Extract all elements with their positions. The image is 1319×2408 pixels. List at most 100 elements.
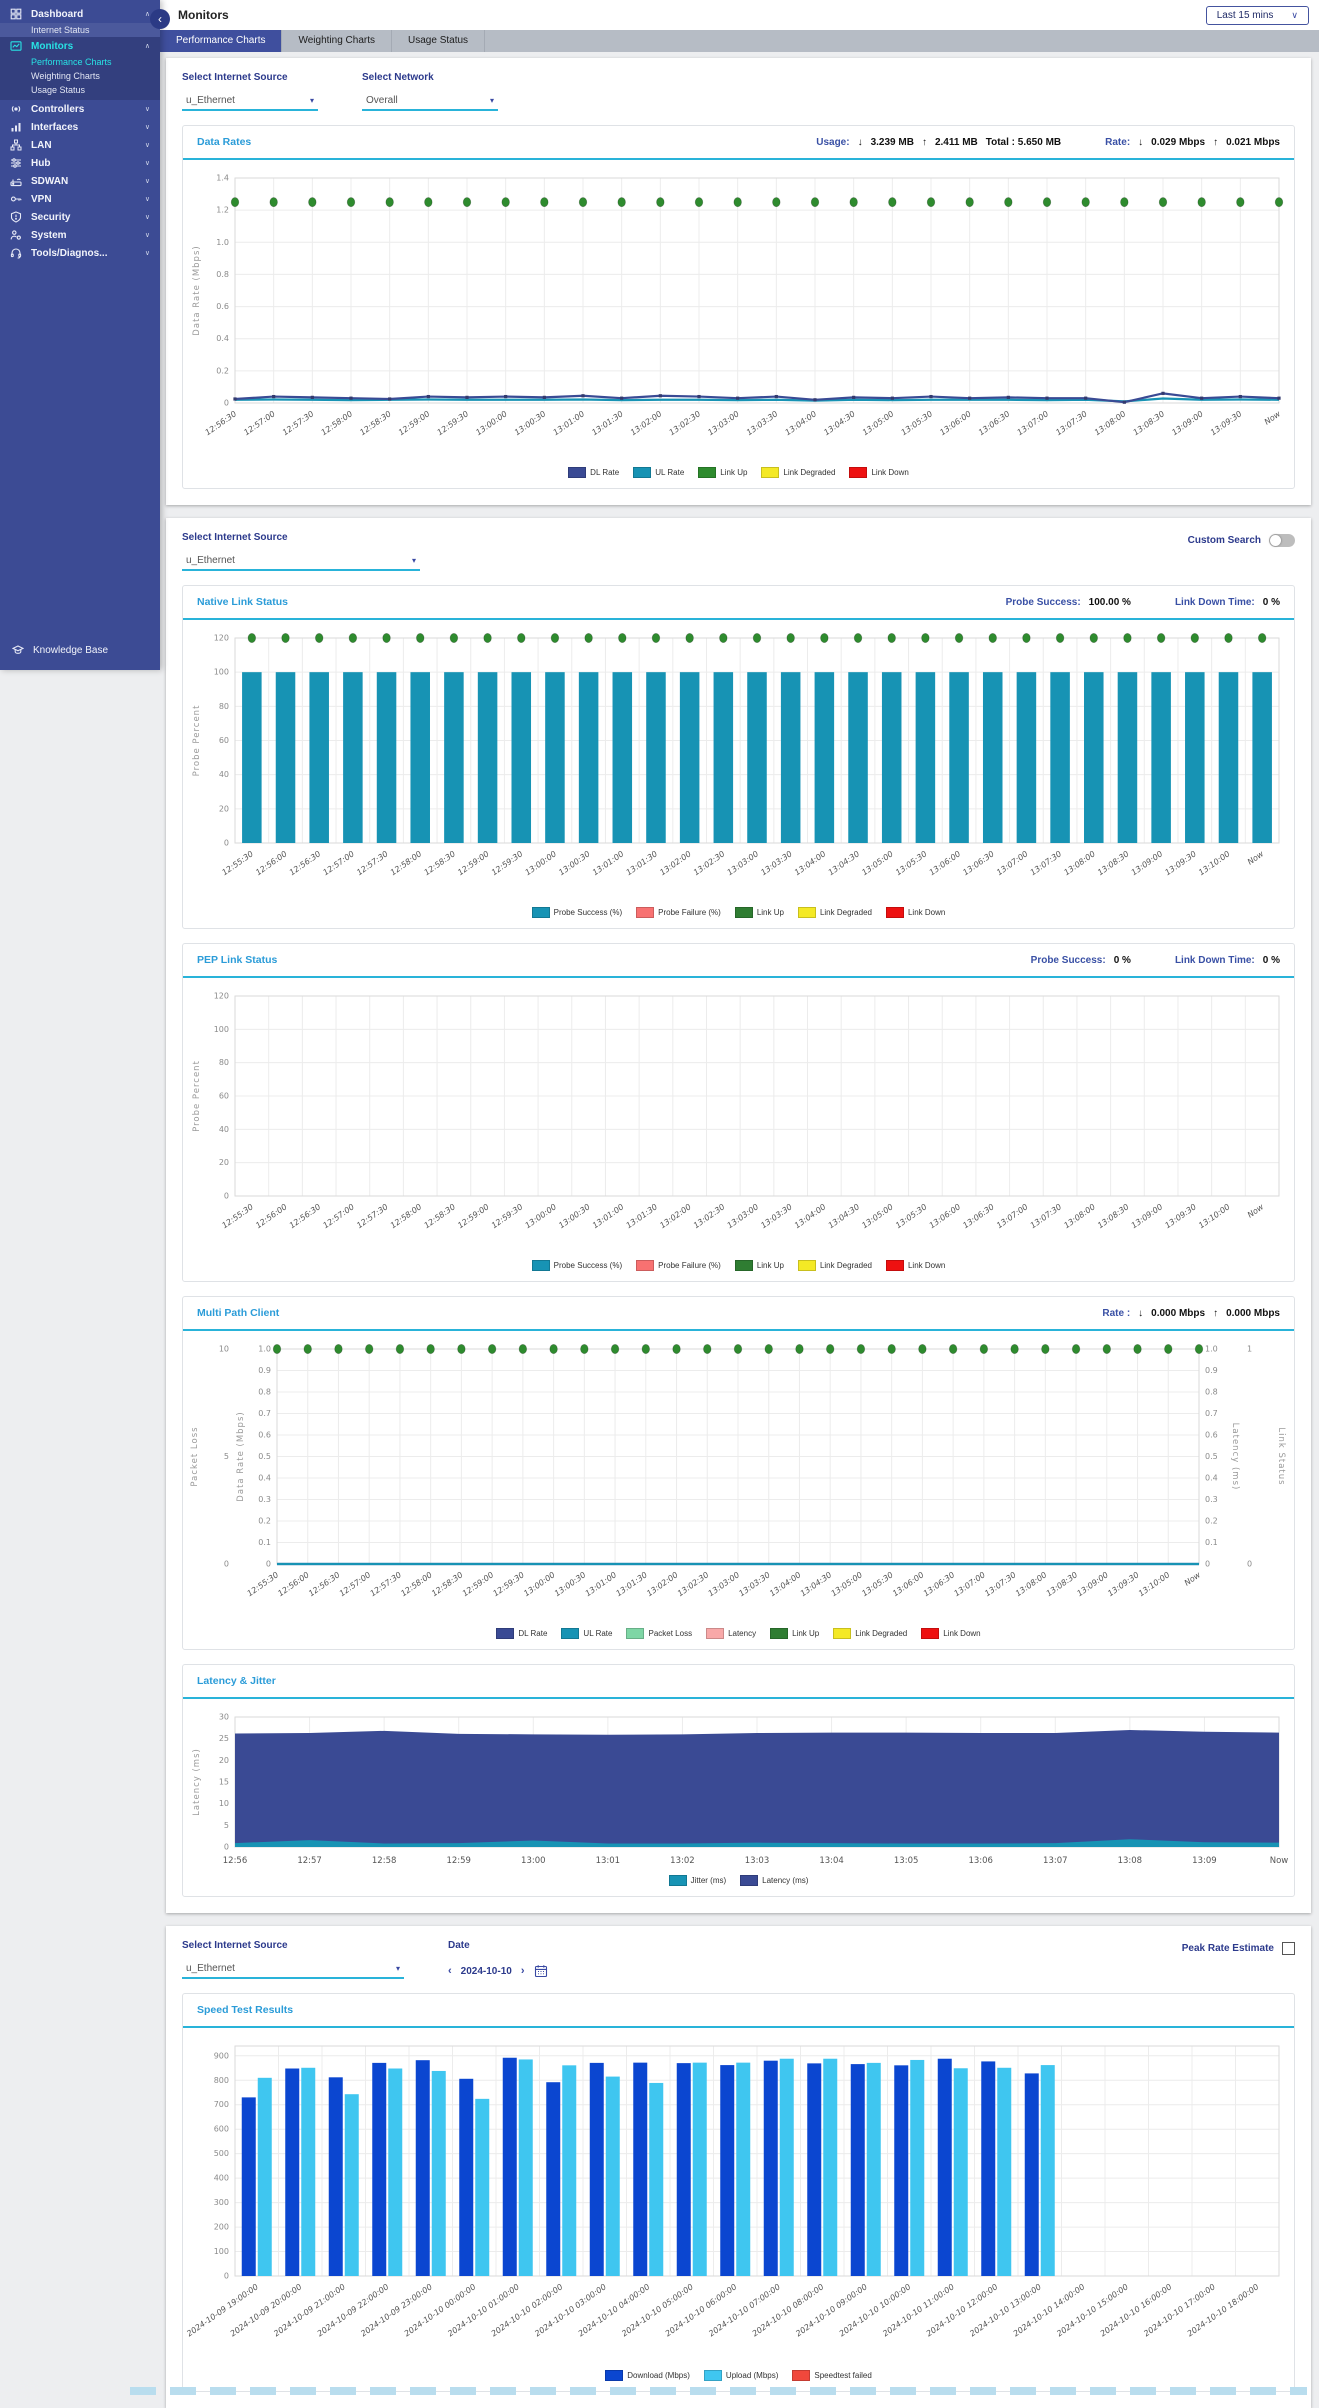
sidebar-item-usage-status[interactable]: Usage Status (31, 85, 86, 95)
legend-item[interactable]: Link Degraded (833, 1628, 907, 1639)
svg-text:2024-10-10 17:00:00: 2024-10-10 17:00:00 (1142, 2282, 1217, 2338)
svg-text:13:09:30: 13:09:30 (1163, 849, 1198, 877)
latency-jitter-chart: 0 5 10 15 20 25 30 Latency (ms) 12:56 12:57 12:58 1… (183, 1699, 1294, 1873)
sidebar-item-lan[interactable]: LAN ∨ (0, 136, 160, 154)
legend-item[interactable]: DL Rate (496, 1628, 547, 1639)
legend-item[interactable]: Link Down (849, 467, 909, 478)
legend-item[interactable]: Download (Mbps) (605, 2370, 690, 2381)
sidebar-item-system[interactable]: System ∨ (0, 226, 160, 244)
legend-swatch (636, 907, 655, 918)
legend-item[interactable]: Link Down (885, 1260, 945, 1271)
legend-item[interactable]: Link Up (734, 1260, 784, 1271)
svg-text:13:08:30: 13:08:30 (1095, 1202, 1130, 1230)
tab-weighting-charts[interactable]: Weighting Charts (282, 30, 393, 52)
calendar-icon[interactable] (534, 1964, 548, 1978)
legend-item[interactable]: Speedtest failed (792, 2370, 872, 2381)
tab-usage-status[interactable]: Usage Status (392, 30, 486, 52)
svg-text:0.3: 0.3 (1205, 1495, 1218, 1504)
legend-item[interactable]: Link Degraded (797, 1260, 872, 1271)
sidebar-item-controllers[interactable]: Controllers ∨ (0, 100, 160, 118)
vpn-key-icon (10, 193, 22, 205)
svg-text:Data Rate (Mbps): Data Rate (Mbps) (192, 245, 202, 335)
svg-text:13:06:00: 13:06:00 (927, 849, 962, 877)
date-value[interactable]: 2024-10-10 (460, 1965, 512, 1977)
legend-item[interactable]: Latency (ms) (740, 1875, 808, 1886)
sidebar-item-label: LAN (31, 139, 52, 151)
legend-item[interactable]: Probe Failure (%) (636, 907, 721, 918)
legend-item[interactable]: Link Down (921, 1628, 981, 1639)
time-range-select[interactable]: Last 15 mins ∨ (1205, 5, 1309, 25)
legend-item[interactable]: Probe Failure (%) (636, 1260, 721, 1271)
legend-item[interactable]: Link Up (770, 1628, 819, 1639)
svg-text:13:09:00: 13:09:00 (1129, 1202, 1164, 1230)
svg-text:0.2: 0.2 (216, 366, 229, 375)
svg-text:Now: Now (1245, 849, 1265, 867)
svg-text:13:04:30: 13:04:30 (826, 1202, 861, 1230)
svg-text:12:58:00: 12:58:00 (319, 409, 354, 437)
sidebar-item-tools-diagnostics[interactable]: Tools/Diagnos... ∨ (0, 244, 160, 262)
svg-text:13:08:30: 13:08:30 (1131, 409, 1166, 437)
sidebar-item-vpn[interactable]: VPN ∨ (0, 190, 160, 208)
legend-item[interactable]: Link Down (885, 907, 945, 918)
sidebar-item-internet-status[interactable]: Internet Status (0, 23, 160, 37)
svg-text:15: 15 (218, 1778, 228, 1787)
legend-item[interactable]: Link Degraded (761, 467, 835, 478)
svg-text:0: 0 (223, 1560, 228, 1569)
svg-text:13:08:00: 13:08:00 (1062, 849, 1097, 877)
sidebar-item-knowledge-base[interactable]: Knowledge Base (0, 636, 160, 670)
svg-text:13:00: 13:00 (521, 1856, 546, 1866)
legend-item[interactable]: Probe Success (%) (531, 907, 622, 918)
svg-text:12:57:30: 12:57:30 (280, 409, 315, 437)
sidebar-item-monitors[interactable]: Monitors ∧ (0, 37, 160, 55)
previous-day-button[interactable]: ‹ (448, 1965, 452, 1977)
svg-text:12:58:30: 12:58:30 (422, 1202, 457, 1230)
internet-source-select[interactable]: u_Ethernet ▾ (182, 1960, 404, 1979)
internet-source-label: Select Internet Source (182, 72, 288, 83)
legend-item[interactable]: Jitter (ms) (668, 1875, 726, 1886)
sidebar-item-security[interactable]: Security ∨ (0, 208, 160, 226)
custom-search-toggle[interactable] (1269, 534, 1295, 547)
internet-source-select[interactable]: u_Ethernet ▾ (182, 552, 420, 571)
svg-text:Now: Now (1182, 1570, 1202, 1588)
legend-item[interactable]: UL Rate (633, 467, 684, 478)
legend-item[interactable]: Link Degraded (797, 907, 872, 918)
svg-text:12:56:00: 12:56:00 (276, 1570, 311, 1598)
sidebar-item-dashboard[interactable]: Dashboard ∧ (0, 5, 160, 23)
svg-text:0: 0 (223, 399, 228, 408)
svg-text:0.4: 0.4 (1205, 1474, 1218, 1483)
sidebar-item-label: SDWAN (31, 175, 69, 187)
legend-item[interactable]: UL Rate (561, 1628, 612, 1639)
svg-text:13:04:30: 13:04:30 (826, 849, 861, 877)
legend-item[interactable]: Upload (Mbps) (703, 2370, 778, 2381)
sidebar-item-sdwan[interactable]: SDWAN ∨ (0, 172, 160, 190)
svg-text:13:01:00: 13:01:00 (551, 409, 586, 437)
legend-item[interactable]: Probe Success (%) (531, 1260, 622, 1271)
tab-performance-charts[interactable]: Performance Charts (160, 30, 283, 52)
svg-text:13:01:30: 13:01:30 (624, 849, 659, 877)
sidebar-collapse-button[interactable]: ‹ (150, 9, 170, 29)
next-day-button[interactable]: › (520, 1965, 525, 1977)
legend-item[interactable]: DL Rate (568, 467, 619, 478)
sidebar-item-interfaces[interactable]: Interfaces ∨ (0, 118, 160, 136)
sidebar-item-performance-charts[interactable]: Performance Charts (31, 57, 112, 67)
svg-text:13:08:30: 13:08:30 (1095, 849, 1130, 877)
content-area: Select Internet Source u_Ethernet ▾ Sele… (160, 52, 1319, 2408)
network-select[interactable]: Overall ▾ (362, 92, 498, 111)
legend-item[interactable]: Packet Loss (626, 1628, 692, 1639)
chart-svg: 0 5 10 15 20 25 30 Latency (ms) 12:56 12:57 12:58 1… (192, 1713, 1288, 1867)
chevron-down-icon: ∨ (144, 196, 150, 203)
sidebar-item-label: VPN (31, 193, 52, 205)
svg-text:12:58:00: 12:58:00 (399, 1570, 434, 1598)
svg-text:0: 0 (265, 1560, 270, 1569)
sidebar-item-weighting-charts[interactable]: Weighting Charts (31, 71, 100, 81)
multi-path-card: Multi Path Client Rate : ↓ 0.000 Mbps ↑ … (182, 1296, 1295, 1650)
svg-text:13:09:00: 13:09:00 (1129, 849, 1164, 877)
internet-source-select[interactable]: u_Ethernet ▾ (182, 92, 318, 111)
peak-rate-checkbox[interactable] (1282, 1942, 1295, 1955)
legend-item[interactable]: Link Up (698, 467, 747, 478)
legend-item[interactable]: Link Up (734, 907, 784, 918)
legend-item[interactable]: Latency (706, 1628, 756, 1639)
svg-text:80: 80 (218, 702, 228, 711)
sidebar-item-hub[interactable]: Hub ∨ (0, 154, 160, 172)
